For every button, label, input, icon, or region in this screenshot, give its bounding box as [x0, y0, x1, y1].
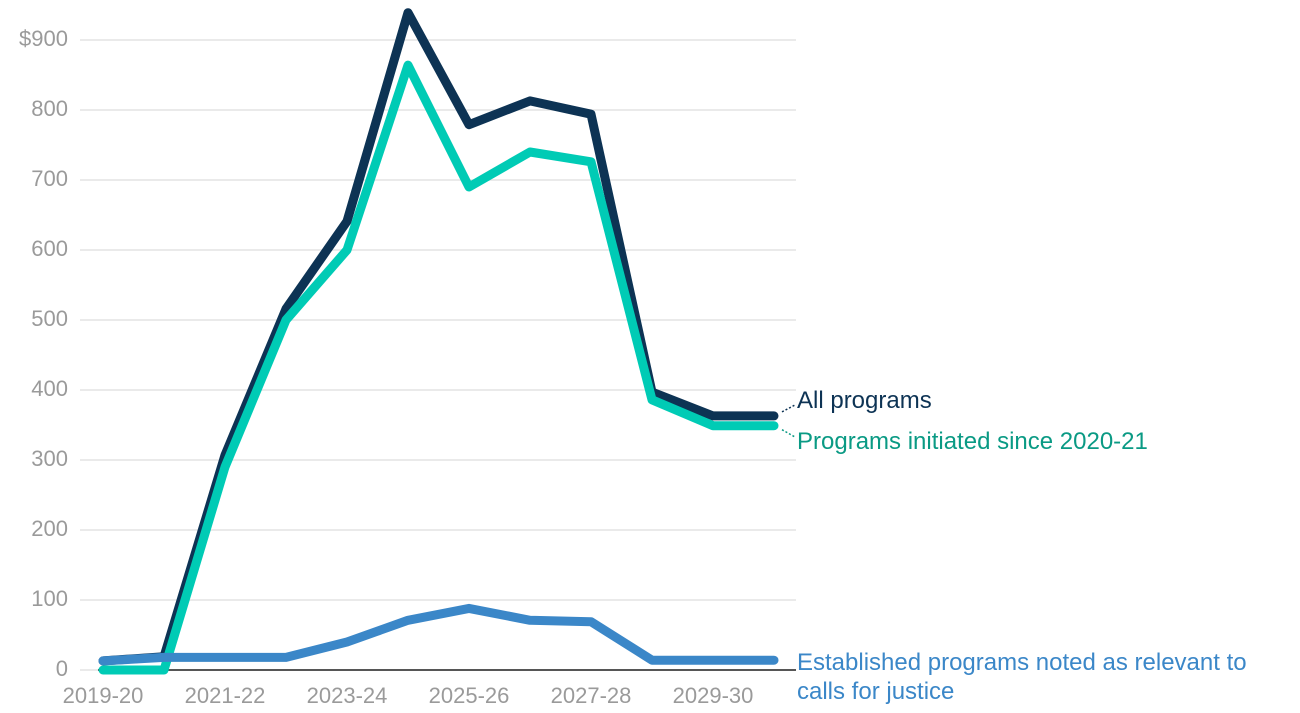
x-tick-label: 2025-26 — [429, 683, 510, 708]
y-tick-label: 200 — [31, 516, 68, 541]
x-tick-label: 2029-30 — [673, 683, 754, 708]
y-tick-label: 400 — [31, 376, 68, 401]
series-label: All programs — [797, 387, 932, 414]
x-tick-label: 2027-28 — [551, 683, 632, 708]
series-label: Established programs noted as relevant t… — [797, 649, 1247, 705]
line — [98, 603, 779, 666]
x-tick-label: 2019-20 — [63, 683, 144, 708]
y-tick-label: 100 — [31, 586, 68, 611]
series-label: Programs initiated since 2020-21 — [797, 428, 1148, 455]
y-tick-label: 0 — [56, 656, 68, 681]
y-tick-label: 800 — [31, 96, 68, 121]
line — [98, 60, 779, 675]
y-tick-label: $900 — [19, 26, 68, 51]
x-tick-label: 2021-22 — [185, 683, 266, 708]
x-tick-label: 2023-24 — [307, 683, 388, 708]
y-tick-label: 500 — [31, 306, 68, 331]
y-tick-label: 300 — [31, 446, 68, 471]
leader-line — [781, 429, 796, 438]
y-tick-label: 600 — [31, 236, 68, 261]
y-tick-label: 700 — [31, 166, 68, 191]
leader-line — [781, 404, 796, 413]
